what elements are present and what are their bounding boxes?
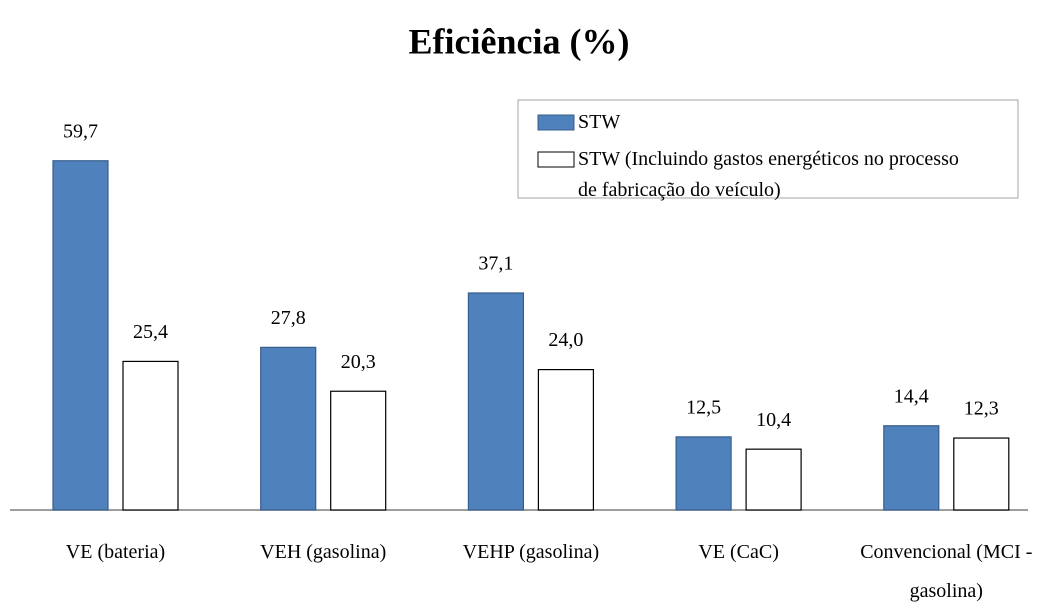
x-tick-label: VEHP (gasolina) bbox=[463, 541, 599, 563]
data-label: 37,1 bbox=[478, 253, 513, 275]
data-label: 10,4 bbox=[756, 409, 791, 431]
data-label: 25,4 bbox=[133, 321, 168, 343]
x-tick-label: VE (CaC) bbox=[698, 541, 779, 563]
bar bbox=[122, 360, 179, 511]
x-tick-label: VE (bateria) bbox=[66, 541, 165, 563]
data-label: 12,5 bbox=[686, 396, 721, 418]
x-tick-label: VEH (gasolina) bbox=[260, 541, 386, 563]
bar bbox=[675, 436, 732, 511]
bar bbox=[260, 346, 317, 511]
bar bbox=[745, 448, 802, 511]
legend-label: STW bbox=[578, 111, 620, 133]
bar bbox=[467, 292, 524, 511]
x-tick-label: Convencional (MCI -gasolina) bbox=[860, 541, 1032, 602]
legend-label: STW (Incluindo gastos energéticos no pro… bbox=[578, 148, 959, 201]
data-label: 14,4 bbox=[894, 385, 929, 407]
legend-box bbox=[517, 99, 1019, 199]
bar bbox=[537, 369, 595, 511]
legend-swatch bbox=[537, 151, 575, 168]
data-label: 27,8 bbox=[271, 307, 306, 329]
data-label: 24,0 bbox=[548, 329, 583, 351]
legend-swatch bbox=[537, 114, 575, 131]
data-label: 20,3 bbox=[341, 351, 376, 373]
bar bbox=[883, 425, 940, 511]
bar bbox=[52, 160, 109, 511]
chart-title: Eficiência (%) bbox=[409, 21, 630, 61]
data-label: 59,7 bbox=[63, 120, 98, 142]
bar bbox=[953, 437, 1010, 511]
bar bbox=[330, 390, 387, 511]
data-label: 12,3 bbox=[964, 398, 999, 420]
